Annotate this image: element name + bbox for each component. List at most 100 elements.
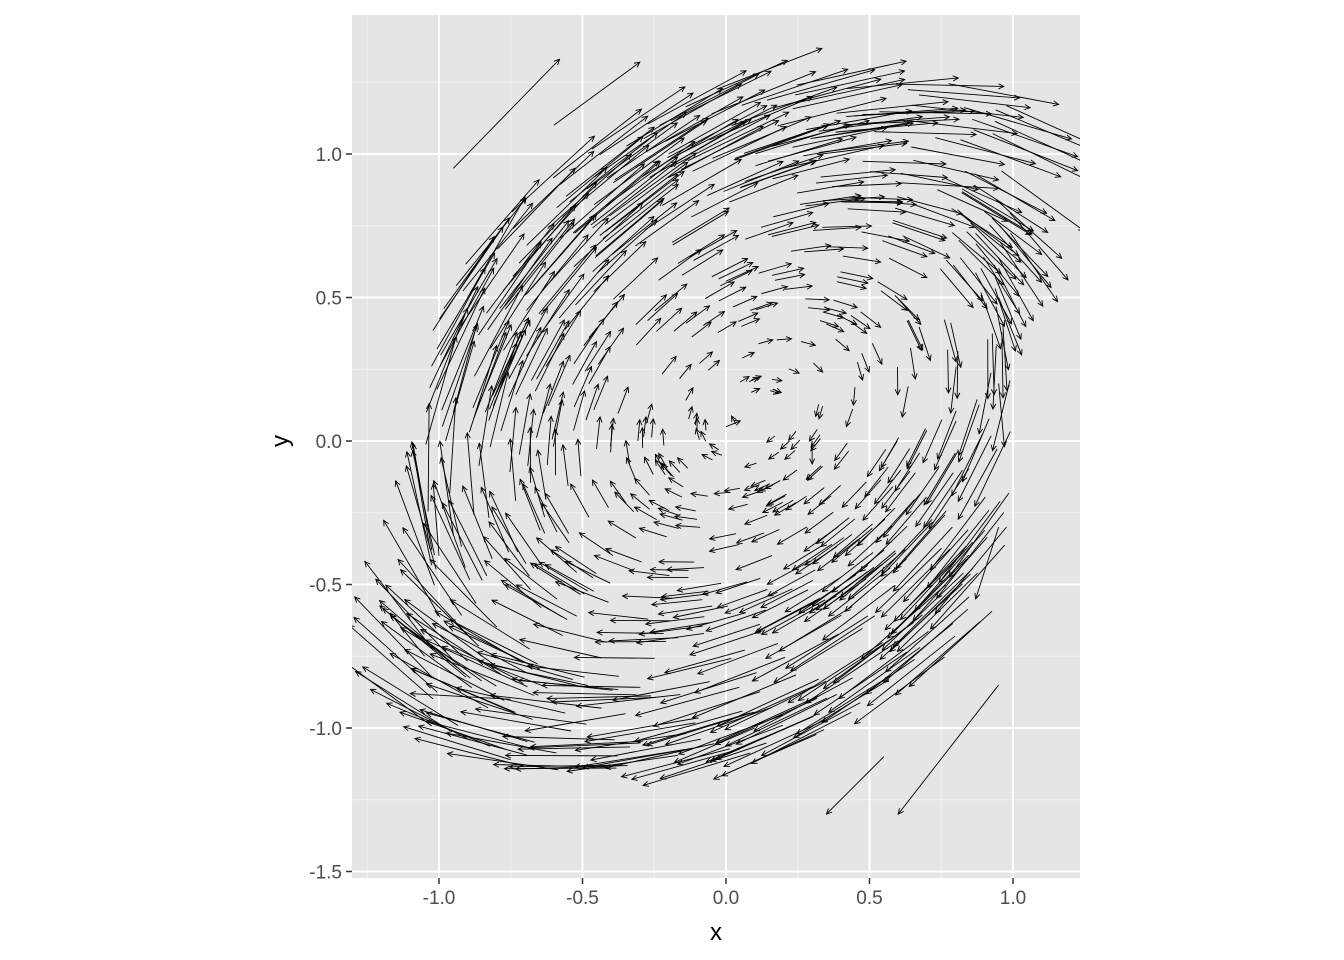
vector-arrow [489, 371, 510, 448]
vector-arrow [994, 288, 1017, 352]
vector-arrow [680, 120, 780, 170]
vector-arrow [995, 109, 1080, 146]
vector-arrow [854, 199, 918, 208]
vector-arrow [503, 270, 555, 351]
vector-arrow [766, 560, 811, 585]
vector-arrow [685, 59, 789, 108]
vector-arrow [517, 746, 631, 753]
vector-arrow [704, 281, 736, 299]
vector-arrow [888, 257, 928, 279]
vector-arrow [609, 480, 627, 504]
vector-arrow [518, 181, 598, 264]
vector-arrow [859, 525, 908, 573]
vector-arrow [593, 137, 685, 205]
vector-arrow [866, 449, 887, 478]
vector-arrow [699, 351, 714, 364]
vector-arrow [766, 68, 876, 101]
vector-arrow [645, 96, 744, 153]
vector-arrow [723, 487, 740, 494]
vector-arrow [526, 166, 608, 246]
vector-arrow [613, 257, 659, 300]
vector-arrow [874, 547, 942, 614]
vector-arrow [679, 363, 692, 379]
vector-arrow [575, 694, 681, 709]
vector-arrow [760, 702, 861, 756]
vector-arrow [822, 194, 886, 202]
vector-arrow [862, 486, 894, 522]
vector-arrow [908, 610, 993, 688]
vector-arrow [729, 174, 799, 203]
vector-arrow [554, 546, 597, 575]
vector-arrow [738, 588, 793, 614]
vector-arrow [609, 152, 697, 217]
vector-arrow [646, 574, 689, 581]
vector-arrow [818, 485, 841, 506]
vector-arrow [822, 311, 845, 320]
vector-arrow [977, 372, 992, 435]
vector-arrow [535, 537, 578, 573]
vector-arrow [797, 638, 892, 702]
vector-arrow [751, 633, 839, 682]
vector-arrow [817, 405, 824, 420]
vector-arrow [897, 684, 1000, 815]
vector-arrow [881, 572, 964, 651]
vector-arrow [822, 564, 882, 610]
vector-arrow [661, 355, 677, 375]
vector-arrow [588, 345, 611, 385]
vector-arrow [935, 137, 1037, 166]
vector-arrow [449, 396, 459, 494]
vector-arrow [991, 217, 1049, 278]
vector-arrow [587, 610, 649, 620]
vector-arrow [488, 342, 518, 421]
vector-arrow [909, 347, 918, 381]
vector-arrow [707, 160, 784, 196]
vector-arrow [676, 582, 722, 593]
vector-arrow [484, 331, 518, 413]
vector-arrow [573, 389, 587, 431]
vector-arrow [586, 717, 698, 740]
vector-arrow [405, 450, 431, 559]
vector-arrow [556, 135, 644, 209]
vector-arrow [613, 119, 708, 183]
vector-arrow [995, 199, 1063, 259]
vector-arrow [750, 529, 780, 543]
vector-arrow [633, 506, 658, 521]
vector-arrow [750, 387, 761, 394]
vector-arrow [784, 577, 841, 613]
vector-arrow [693, 656, 786, 694]
vector-arrow [583, 301, 619, 346]
vector-arrow [951, 434, 983, 497]
vector-arrow [766, 435, 776, 443]
vector-arrow [394, 479, 435, 586]
vector-arrow [832, 523, 873, 559]
vector-arrow [473, 331, 507, 418]
vector-arrow [812, 534, 853, 565]
vector-arrow [999, 242, 1044, 308]
vector-arrow [441, 322, 479, 427]
vector-arrow [564, 274, 610, 330]
vector-arrow [389, 653, 489, 709]
vector-arrow [964, 216, 1022, 263]
vector-arrow [873, 469, 902, 505]
vector-arrow [712, 116, 812, 159]
vector-arrow [611, 202, 678, 255]
vector-arrow [945, 349, 952, 395]
vector-arrow [785, 495, 807, 511]
vector-arrow [354, 670, 451, 732]
vector-arrow [894, 295, 920, 321]
vector-arrow [663, 649, 746, 675]
vector-arrow [489, 692, 602, 709]
vector-arrow [782, 545, 823, 570]
vector-arrow [403, 649, 505, 701]
vector-arrow [518, 637, 602, 659]
vector-arrow [507, 437, 517, 501]
vector-arrow [772, 377, 783, 384]
vector-arrow [425, 307, 469, 413]
vector-arrow [892, 567, 974, 648]
vector-arrow [715, 577, 761, 595]
vector-arrow [526, 234, 589, 311]
vector-arrow [861, 231, 911, 244]
vector-arrow [741, 318, 761, 327]
vector-arrow [960, 139, 1062, 178]
